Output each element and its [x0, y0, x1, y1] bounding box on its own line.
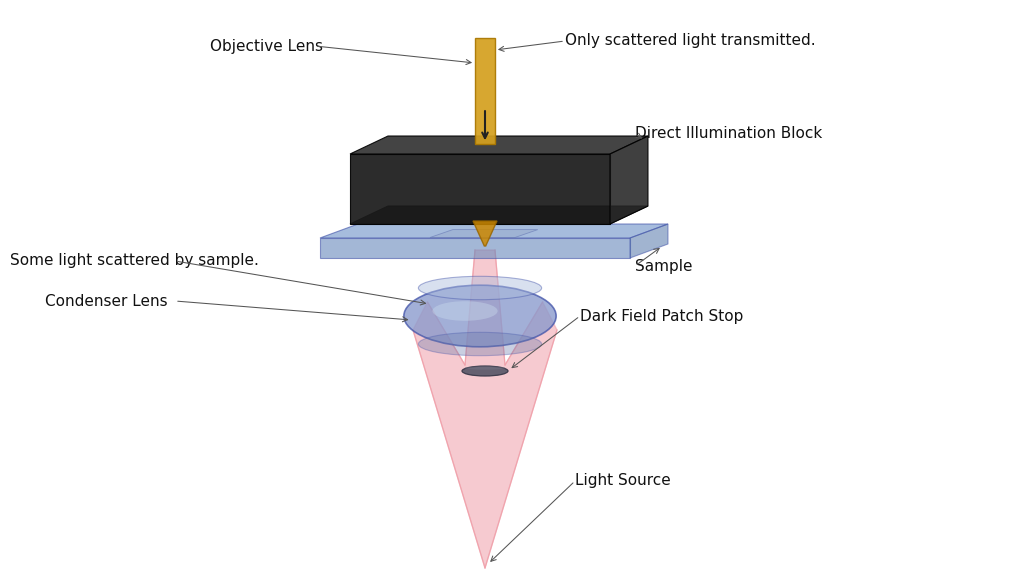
Polygon shape: [430, 230, 538, 237]
Ellipse shape: [432, 301, 498, 321]
Polygon shape: [413, 250, 557, 568]
Ellipse shape: [465, 366, 505, 370]
Text: Dark Field Patch Stop: Dark Field Patch Stop: [580, 309, 743, 324]
Text: Light Source: Light Source: [575, 473, 671, 488]
Ellipse shape: [403, 285, 556, 347]
FancyBboxPatch shape: [475, 38, 495, 144]
Ellipse shape: [419, 332, 542, 356]
Polygon shape: [630, 224, 668, 258]
Text: Objective Lens: Objective Lens: [210, 39, 323, 54]
Polygon shape: [350, 154, 610, 224]
Polygon shape: [610, 136, 648, 224]
Text: Sample: Sample: [635, 259, 692, 274]
Ellipse shape: [462, 366, 508, 376]
Ellipse shape: [419, 276, 542, 300]
Text: Direct Illumination Block: Direct Illumination Block: [635, 127, 822, 142]
Polygon shape: [350, 136, 648, 154]
Polygon shape: [319, 238, 630, 258]
Polygon shape: [319, 224, 668, 238]
Text: Some light scattered by sample.: Some light scattered by sample.: [10, 253, 259, 268]
Polygon shape: [473, 221, 497, 246]
Text: Condenser Lens: Condenser Lens: [45, 294, 168, 309]
Text: Only scattered light transmitted.: Only scattered light transmitted.: [565, 33, 816, 48]
Polygon shape: [350, 206, 648, 224]
